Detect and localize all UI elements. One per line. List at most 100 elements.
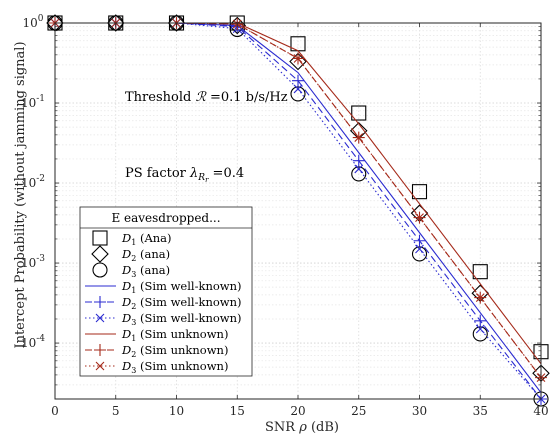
legend-symbol: D <box>121 263 131 277</box>
y-tick-exponent: 0 <box>38 14 44 24</box>
x-marker <box>293 54 303 63</box>
square-marker <box>351 105 367 121</box>
annotation-threshold-symbol: ℛ <box>195 90 207 105</box>
legend-entry: D3 (ana) <box>92 262 170 279</box>
y-tick-exponent: -3 <box>36 254 45 264</box>
y-tick-label: 10-4 <box>21 334 45 350</box>
annotation-threshold-prefix: Threshold <box>125 90 195 105</box>
legend-symbol: D <box>121 359 131 373</box>
diamond-marker <box>106 14 125 32</box>
legend-text: (Sim unknown) <box>136 343 228 357</box>
annotation-threshold: Threshold ℛ =0.1 b/s/Hz <box>125 90 288 105</box>
y-tick-label: 10-3 <box>21 254 45 270</box>
x-marker <box>415 244 424 254</box>
x-tick-label: 20 <box>290 404 305 418</box>
y-tick-exponent: -4 <box>36 334 45 344</box>
legend-symbol: D <box>121 279 131 293</box>
annotation-ps-factor: PS factor λRr =0.4 <box>125 166 244 184</box>
x-tick-label: 25 <box>351 404 366 418</box>
x-marker <box>95 313 105 323</box>
legend-subscript: 3 <box>131 318 136 327</box>
square-marker <box>472 264 488 280</box>
x-marker <box>475 324 485 334</box>
y-tick-base: 10 <box>21 256 36 270</box>
y-tick-base: 10 <box>21 176 36 190</box>
legend-subscript: 3 <box>131 366 136 375</box>
legend-entry: D1 (Ana) <box>92 230 172 247</box>
legend-symbol: D <box>121 327 131 341</box>
annotation-ps-subsubscript: r <box>205 176 209 184</box>
x-marker <box>354 164 364 174</box>
legend-subscript: 2 <box>131 302 136 311</box>
y-tick-base: 10 <box>21 336 36 350</box>
x-axis-label-snr: SNR <box>265 420 299 435</box>
y-tick-exponent: -2 <box>36 174 45 184</box>
legend-box <box>79 206 253 377</box>
y-tick-label: 10-1 <box>21 94 45 110</box>
legend-subscript: 3 <box>131 270 136 279</box>
legend-label: D3 (ana) <box>121 263 170 279</box>
x-marker <box>415 213 424 222</box>
y-tick-label: 100 <box>22 14 43 30</box>
x-tick-label: 10 <box>169 404 184 418</box>
legend-symbol: D <box>121 343 131 357</box>
circle-marker <box>472 326 488 342</box>
legend-entry: D2 (Sim well-known) <box>85 295 242 311</box>
plus-marker <box>94 344 106 356</box>
diamond-marker <box>167 14 186 32</box>
annotation-ps-symbol: λ <box>189 166 198 181</box>
legend-entry: D3 (Sim well-known) <box>85 311 242 327</box>
legend-label: D2 (ana) <box>121 247 170 263</box>
legend-symbol: D <box>121 231 131 245</box>
legend-text: (Sim unknown) <box>136 359 228 373</box>
y-tick-label: 10-2 <box>21 174 45 190</box>
legend-label: D2 (Sim unknown) <box>121 343 228 359</box>
legend-label: D3 (Sim well-known) <box>121 311 242 327</box>
x-tick-label: 0 <box>51 404 59 418</box>
legend-subscript: 1 <box>131 238 136 247</box>
circle-marker <box>411 246 428 262</box>
y-tick-base: 10 <box>21 96 36 110</box>
plus-marker <box>292 74 304 87</box>
plus-marker <box>352 154 365 167</box>
legend-text: (Sim well-known) <box>136 311 241 325</box>
x-marker <box>354 133 364 142</box>
circle-marker <box>290 86 306 102</box>
legend-label: D1 (Ana) <box>121 231 172 247</box>
legend-text: (Sim well-known) <box>136 295 241 309</box>
annotation-ps-suffix: =0.4 <box>208 166 244 181</box>
legend-subscript: 1 <box>131 334 136 343</box>
square-marker <box>92 230 108 246</box>
y-axis-label: Intercept Probability (without jamming s… <box>13 41 28 348</box>
legend-entry: D2 (ana) <box>91 245 170 263</box>
grid <box>55 23 541 399</box>
legend-label: D3 (Sim unknown) <box>121 359 228 375</box>
circle-marker <box>92 262 108 278</box>
x-axis-label-rho: ρ <box>298 420 307 435</box>
plus-marker <box>94 296 106 308</box>
x-axis-label-unit: (dB) <box>307 420 339 435</box>
annotation-threshold-suffix: =0.1 b/s/Hz <box>206 90 288 105</box>
legend-symbol: D <box>121 247 131 261</box>
legend-entry: D1 (Sim well-known) <box>85 279 242 295</box>
legend-symbol: D <box>121 295 131 309</box>
x-tick-label: 5 <box>112 404 120 418</box>
x-tick-label: 30 <box>412 404 427 418</box>
legend-entry: D2 (Sim unknown) <box>85 343 228 359</box>
legend: E eavesdropped...D1 (Ana)D2 (ana)D3 (ana… <box>79 206 253 377</box>
square-marker <box>411 184 428 200</box>
legend-text: (ana) <box>136 263 170 277</box>
x-tick-label: 35 <box>473 404 488 418</box>
legend-subscript: 2 <box>131 350 136 359</box>
legend-label: D2 (Sim well-known) <box>121 295 242 311</box>
y-tick-exponent: -1 <box>36 94 45 104</box>
legend-subscript: 2 <box>131 254 136 263</box>
legend-subscript: 1 <box>131 286 136 295</box>
legend-title: E eavesdropped... <box>111 211 220 225</box>
x-marker <box>475 293 485 302</box>
x-axis-label: SNR ρ (dB) <box>265 420 339 435</box>
y-tick-base: 10 <box>22 16 37 30</box>
x-marker <box>95 361 105 371</box>
